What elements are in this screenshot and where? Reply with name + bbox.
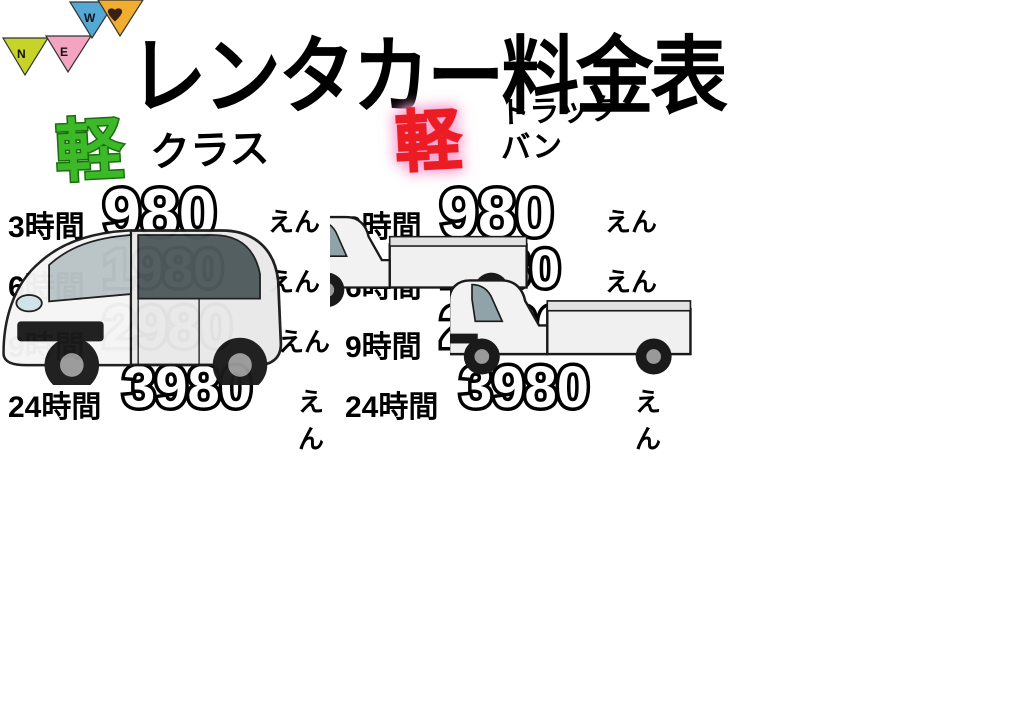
svg-text:N: N [17, 47, 26, 61]
svg-text:E: E [60, 45, 68, 59]
svg-text:W: W [84, 11, 96, 25]
